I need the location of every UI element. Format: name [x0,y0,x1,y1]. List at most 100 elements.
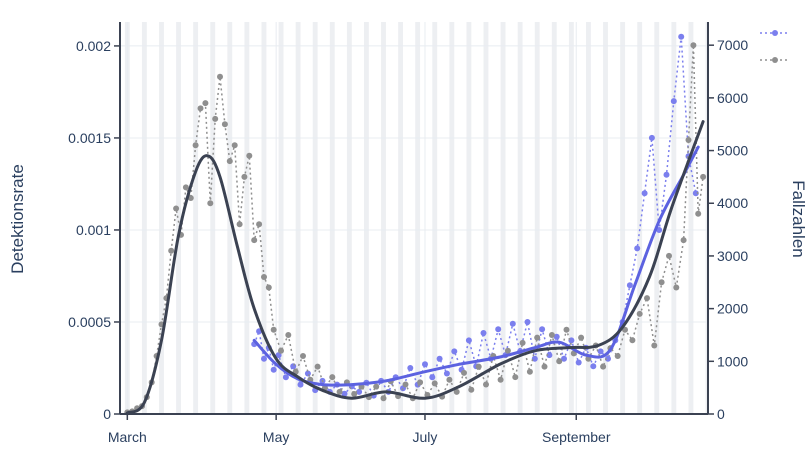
y2-axis-title: Fallzahlen [789,180,808,258]
weekend-band [329,22,335,414]
data-point [678,33,685,40]
data-point [270,366,277,373]
y2-tick-label: 1000 [717,353,748,369]
weekend-band [432,22,438,414]
series-0-y [251,33,699,399]
weekend-band [603,22,608,414]
data-point [431,380,438,387]
data-point [278,347,284,354]
axes [119,22,709,415]
legend[interactable] [760,30,790,63]
data-point [443,370,450,377]
y-axis-title: Detektionsrate [8,164,27,274]
y2-tick-label: 7000 [717,37,748,53]
legend-item-1[interactable] [760,57,790,63]
data-point [656,227,663,233]
data-point [356,388,363,395]
legend-item-0[interactable] [760,30,790,36]
weekend-band [295,22,301,414]
weekend-band [261,22,267,414]
data-point [519,339,526,346]
data-point [217,73,223,80]
data-point [173,205,180,212]
data-point [221,121,228,128]
y2-tick-label: 0 [717,406,725,422]
weekend-band [637,22,643,414]
data-point [524,319,531,325]
data-point [692,190,699,197]
data-point [600,363,607,370]
data-point [417,379,424,386]
weekend-band [568,22,574,414]
data-point [497,376,504,383]
data-point [226,158,233,165]
data-point [629,337,636,344]
legend-swatch-marker [772,57,778,63]
data-point [402,381,409,388]
y-tick-label: 0.001 [76,222,111,238]
series-dotted-line [253,36,697,398]
data-point [265,284,272,291]
weekend-band [159,22,164,414]
weekend-band [381,22,386,414]
data-point [182,184,189,191]
data-point [261,274,267,280]
data-point [590,363,597,370]
data-point [202,100,209,107]
data-point [673,284,680,291]
y-tick-label: 0.0015 [68,130,111,146]
weekend-band [176,22,181,414]
weekend-band [278,22,284,414]
data-point [556,358,563,365]
weekend-band [671,22,677,414]
data-point [168,247,175,254]
data-point [658,279,665,286]
data-point [251,237,258,244]
weekend-band [415,22,421,414]
data-point [534,334,541,341]
data-point [297,381,304,388]
data-point [546,352,553,359]
y-tick-label: 0.0005 [68,314,111,330]
y2-tick-label: 3000 [717,248,748,264]
data-point [197,105,204,112]
weekend-band [363,22,369,414]
data-point [261,355,267,362]
data-point [539,326,546,333]
data-point [246,152,253,159]
data-point [285,332,292,338]
data-point [531,355,538,362]
data-point [695,210,702,217]
x-tick-label: March [108,429,147,445]
y2-tick-label: 4000 [717,195,748,211]
weekend-band [346,22,352,414]
data-point [475,363,482,370]
data-point [685,137,692,143]
data-point [336,388,343,395]
data-point [553,333,560,340]
data-point [575,359,582,366]
data-point [314,363,321,370]
data-point [663,171,670,178]
data-point [422,361,428,368]
data-point [512,374,519,381]
data-point [407,365,414,371]
data-point [680,237,687,244]
trend-line-y2 [125,120,705,415]
data-point [605,355,611,362]
weekend-band [551,22,557,414]
y2-tick-label: 2000 [717,301,748,317]
x-tick-label: May [263,429,289,445]
data-point [436,355,443,362]
data-point [483,381,489,388]
tick-labels: 0 0.0005 0.001 0.0015 0.002 0 1000 2000 3000 4000… [68,37,748,445]
data-point [636,310,643,317]
data-point [480,330,487,336]
data-point [270,326,277,333]
data-point [351,391,358,397]
grid-lines [120,22,708,414]
data-point [651,342,658,349]
data-point [187,195,194,201]
data-point [461,369,467,376]
